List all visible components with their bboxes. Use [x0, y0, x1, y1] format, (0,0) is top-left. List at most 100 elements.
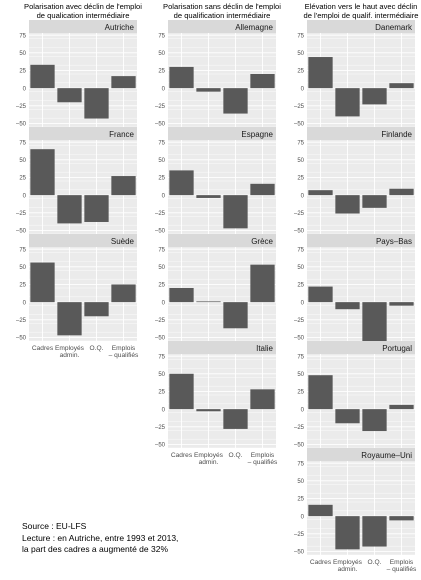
column-title-3-line-1: Elévation vers le haut avec déclin [305, 2, 418, 11]
y-tick-label: 50 [297, 479, 304, 485]
bar-royaume-uni-4 [389, 516, 414, 521]
y-tick-label: 0 [162, 193, 166, 199]
y-tick-label: 25 [158, 176, 165, 182]
bar-pays-bas-1 [308, 286, 333, 303]
y-tick-label: 0 [23, 300, 27, 306]
bar-danemark-3 [362, 88, 387, 105]
bar-pays-bas-2 [335, 302, 360, 310]
strip-royaume-uni [307, 448, 415, 461]
y-tick-label: 25 [297, 390, 304, 396]
x-tick-label-col3: O.Q. [368, 559, 382, 566]
x-tick-label-col1: – qualifiés [109, 352, 139, 359]
source-line-3: la part des cadres a augmenté de 32% [22, 544, 169, 554]
y-tick-label: –25 [294, 211, 305, 217]
x-tick-label-col1: Emplois [112, 345, 136, 352]
column-title-2-line-1: Polarisation sans déclin de l'emploi [163, 2, 281, 11]
bar-espagne-2 [196, 195, 221, 198]
strip-grece [168, 234, 276, 247]
panel-label-finlande: Finlande [381, 130, 412, 139]
x-tick-label-col1: Cadres [32, 345, 54, 352]
panel-label-france: France [109, 130, 134, 139]
x-tick-label-col3: admin. [338, 566, 358, 573]
panel-label-grece: Grèce [251, 237, 273, 246]
panel-label-italie: Italie [256, 344, 273, 353]
y-tick-label: 75 [297, 354, 304, 360]
x-tick-label-col2: Emplois [251, 452, 275, 459]
bar-portugal-1 [308, 375, 333, 410]
y-tick-label: 0 [301, 86, 305, 92]
y-tick-label: –25 [16, 104, 27, 110]
panel-label-suede: Suède [111, 237, 135, 246]
panel-label-autriche: Autriche [105, 23, 135, 32]
y-tick-label: –50 [294, 229, 305, 235]
y-tick-label: –50 [294, 122, 305, 128]
y-tick-label: –25 [16, 318, 27, 324]
bar-royaume-uni-3 [362, 516, 387, 547]
y-tick-label: –50 [294, 443, 305, 449]
y-tick-label: 50 [19, 158, 26, 164]
bar-finlande-3 [362, 195, 387, 208]
y-tick-label: 75 [158, 140, 165, 146]
y-tick-label: 75 [297, 247, 304, 253]
bar-italie-2 [196, 409, 221, 412]
bar-suede-1 [30, 262, 55, 303]
bar-pays-bas-3 [362, 302, 387, 341]
y-tick-label: –50 [294, 336, 305, 342]
y-tick-label: 50 [158, 158, 165, 164]
y-tick-label: 25 [297, 176, 304, 182]
y-tick-label: 25 [19, 283, 26, 289]
source-line-1: Source : EU-LFS [22, 521, 87, 531]
y-tick-label: 25 [297, 283, 304, 289]
bar-grece-3 [223, 302, 248, 329]
y-tick-label: 75 [297, 140, 304, 146]
bar-finlande-4 [389, 188, 414, 196]
y-tick-label: 0 [301, 407, 305, 413]
panel-label-portugal: Portugal [382, 344, 412, 353]
bar-grece-1 [169, 287, 194, 303]
y-tick-label: –25 [294, 425, 305, 431]
y-tick-label: 0 [23, 193, 27, 199]
strip-finlande [307, 127, 415, 140]
y-tick-label: –25 [16, 211, 27, 217]
bar-finlande-2 [335, 195, 360, 214]
source-note: Source : EU-LFS Lecture : en Autriche, e… [22, 521, 178, 556]
strip-danemark [307, 20, 415, 33]
x-tick-label-col2: O.Q. [229, 452, 243, 459]
bar-autriche-2 [57, 88, 82, 103]
x-tick-label-col2: Cadres [171, 452, 193, 459]
y-tick-label: 50 [158, 372, 165, 378]
y-tick-label: 75 [19, 140, 26, 146]
y-tick-label: 75 [297, 461, 304, 467]
bar-espagne-3 [223, 195, 248, 229]
bar-allemagne-4 [250, 73, 275, 89]
y-tick-label: –25 [155, 211, 166, 217]
y-tick-label: –50 [16, 229, 27, 235]
x-tick-label-col1: Employés [55, 345, 85, 352]
bar-italie-3 [223, 409, 248, 429]
strip-allemagne [168, 20, 276, 33]
y-tick-label: 0 [301, 300, 305, 306]
x-tick-label-col1: admin. [60, 352, 80, 359]
y-tick-label: 50 [297, 372, 304, 378]
bar-danemark-4 [389, 83, 414, 89]
panel-label-danemark: Danemark [375, 23, 413, 32]
bar-allemagne-2 [196, 88, 221, 92]
bar-portugal-3 [362, 409, 387, 432]
bar-france-2 [57, 195, 82, 224]
y-tick-label: 75 [297, 33, 304, 39]
strip-autriche [29, 20, 137, 33]
y-tick-label: –25 [294, 532, 305, 538]
strip-suede [29, 234, 137, 247]
y-tick-label: 50 [297, 265, 304, 271]
y-tick-label: 0 [162, 300, 166, 306]
y-tick-label: –50 [155, 336, 166, 342]
strip-portugal [307, 341, 415, 354]
y-tick-label: 25 [19, 176, 26, 182]
y-tick-label: 75 [158, 354, 165, 360]
y-tick-label: 50 [158, 51, 165, 57]
y-tick-label: 0 [301, 514, 305, 520]
bar-royaume-uni-2 [335, 516, 360, 550]
bar-allemagne-1 [169, 66, 194, 89]
y-tick-label: 75 [19, 33, 26, 39]
